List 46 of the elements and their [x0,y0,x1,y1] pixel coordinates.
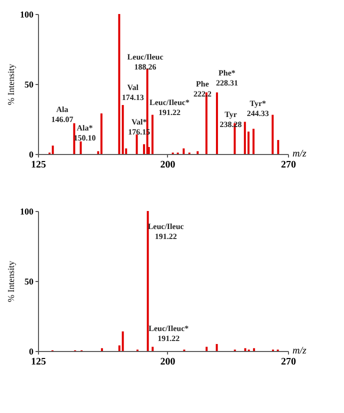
bar [277,140,280,154]
bar [182,148,185,154]
x-tick-label: 125 [31,160,46,170]
annotation: Leuc/Ileuc* 191.22 [149,98,190,117]
annotation: Ala 146.07 [51,105,74,124]
x-tick-label: 270 [281,160,296,170]
bar [100,113,102,154]
annotation: Phe 222.2 [193,79,212,98]
x-tick-label: 200 [160,356,176,368]
bar [52,146,54,154]
y-tick-label: 50 [24,80,34,90]
bar [216,92,218,154]
x-axis-title: m/z [292,346,306,356]
annotation: Leuc/Ileuc 188.26 [127,52,164,72]
annotation: Tyr* 244.33 [246,98,269,118]
y-axis-title: % Intensity [6,63,16,106]
bar [151,114,154,154]
y-tick-label: 0 [29,150,34,160]
y-tick-label: 50 [24,276,34,286]
bar [146,211,149,351]
bar [80,141,82,154]
bar [122,105,124,154]
bar [196,151,199,154]
y-tick-label: 100 [20,206,34,216]
bar [244,348,246,351]
bar [244,122,246,154]
bar [272,114,274,154]
annotation: Val 174.13 [122,83,144,102]
bar [100,348,103,351]
y-tick-label: 100 [20,10,34,20]
x-tick-label: 125 [31,356,46,368]
bar [216,344,218,351]
bar [136,134,138,154]
bar [118,14,120,154]
x-axis-title: m/z [292,148,306,160]
x-tick-label: 270 [281,356,296,368]
bar [206,346,208,351]
x-tick-label: 200 [160,160,176,170]
y-axis-title: % Intensity [6,260,16,302]
y-tick-label: 0 [29,346,34,356]
bar [73,123,76,154]
bar [253,348,256,351]
bar [122,331,124,351]
bar [252,128,255,154]
bar [152,346,154,351]
annotation: Phe* 228.31 [216,68,238,88]
